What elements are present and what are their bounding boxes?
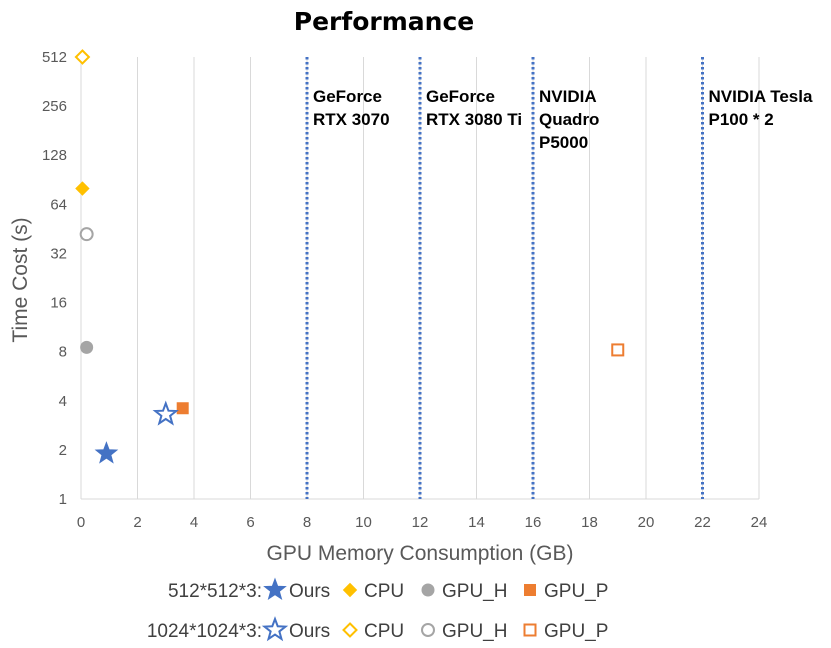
data-points [74,49,625,464]
y-tick-label: 16 [50,295,67,312]
legend-marker-star [261,616,289,642]
x-tick-label: 20 [638,514,655,531]
x-tick-label: 4 [190,514,198,531]
point-512-ours [94,441,119,464]
point-1024-gpu-h [79,227,94,242]
y-tick-label: 1 [59,491,67,508]
gpu-annotation-line: NVIDIA Tesla [709,87,813,106]
legend-label: CPU [364,581,404,602]
legend-group-label: 1024*1024*3: [147,621,262,642]
y-tick-label: 4 [59,393,67,410]
x-tick-label: 2 [133,514,141,531]
x-tick-label: 0 [77,514,85,531]
y-tick-label: 256 [42,98,67,115]
legend-label: Ours [289,621,330,642]
point-512-gpu-p [176,402,189,415]
gpu-annotation: GeForce RTX 3070 [313,87,390,129]
gpu-annotation: NVIDIA Quadro P5000 [539,87,599,152]
gpu-reference-lines: GeForce RTX 3070 GeForce RTX 3080 Ti NVIDIA Q… [305,57,813,499]
legend-group-label: 512*512*3: [168,581,262,602]
y-axis-label: Time Cost (s) [9,217,32,342]
gpu-annotation-line: P100 * 2 [709,110,774,129]
gpu-annotation-line: Quadro [539,110,599,129]
legend-marker-square [524,584,536,596]
legend-marker-circle [421,623,435,637]
legend-marker-square [523,623,537,637]
x-tick-label: 8 [303,514,311,531]
gpu-annotation-line: P5000 [539,133,588,152]
x-tick-label: 18 [581,514,598,531]
legend-label: GPU_H [442,621,507,642]
gpu-annotation: NVIDIA Tesla P100 * 2 [709,87,813,129]
x-tick-label: 16 [525,514,542,531]
x-tick-label: 6 [246,514,254,531]
x-axis-label: GPU Memory Consumption (GB) [267,542,574,565]
gpu-annotation-line: NVIDIA [539,87,597,106]
y-tick-label: 64 [50,196,67,213]
gpu-annotation-line: RTX 3080 Ti [426,110,522,129]
point-1024-ours [152,400,179,426]
legend-marker-diamond [342,622,358,638]
x-tick-label: 14 [468,514,485,531]
x-tick-label: 22 [694,514,711,531]
legend-label: GPU_P [544,621,608,642]
legend-label: CPU [364,621,404,642]
gpu-annotation: GeForce RTX 3080 Ti [426,87,522,129]
y-tick-label: 128 [42,147,67,164]
legend: 512*512*3: Ours CPU GPU_H GPU_P 1024*1024*3: O… [147,577,608,642]
legend-marker-diamond [342,582,358,598]
chart-title: Performance [294,7,474,36]
x-tick-label: 24 [751,514,768,531]
gpu-annotation-line: GeForce [426,87,495,106]
point-1024-cpu [74,49,91,65]
point-512-cpu [75,181,90,196]
y-tick-label: 8 [59,344,67,361]
x-tick-label: 12 [412,514,429,531]
gpu-annotation-line: RTX 3070 [313,110,390,129]
gpu-annotation-line: GeForce [313,87,382,106]
legend-label: Ours [289,581,330,602]
legend-marker-circle [421,583,435,597]
y-tick-label: 2 [59,442,67,459]
legend-label: GPU_P [544,581,608,602]
y-tick-label: 32 [50,245,67,262]
point-512-gpu-h [80,340,94,354]
legend-marker-star [263,577,287,601]
x-tick-label: 10 [355,514,372,531]
y-tick-label: 512 [42,49,67,66]
point-1024-gpu-p [611,343,625,357]
legend-label: GPU_H [442,581,507,602]
